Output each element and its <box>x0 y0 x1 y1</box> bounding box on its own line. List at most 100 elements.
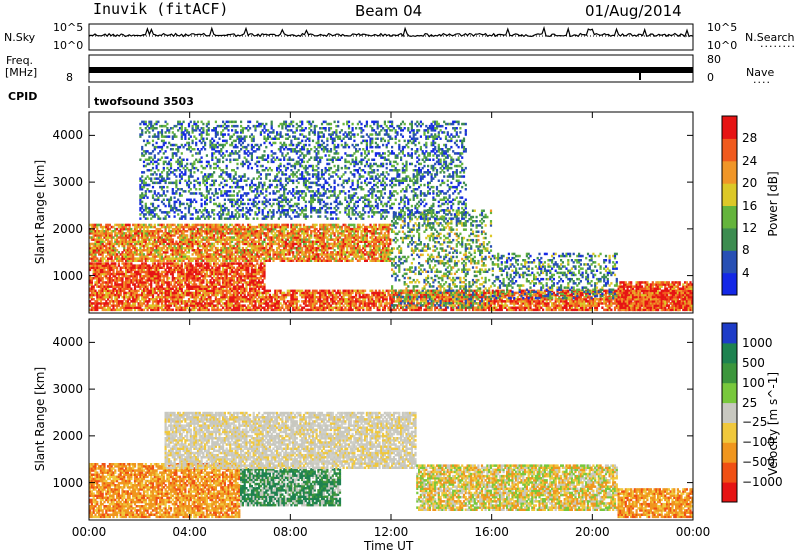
heatmap-cell <box>245 298 248 301</box>
heatmap-cell <box>218 308 221 312</box>
heatmap-cell <box>169 291 173 295</box>
heatmap-cell <box>263 300 266 303</box>
heatmap-cell <box>308 304 311 307</box>
heatmap-cell <box>301 293 304 297</box>
heatmap-cell <box>101 289 104 293</box>
heatmap-cell <box>322 293 325 297</box>
heatmap-cell <box>315 308 318 312</box>
heatmap-cell <box>94 304 97 307</box>
heatmap-cell <box>112 300 115 303</box>
heatmap-cell <box>322 302 325 305</box>
heatmap-cell <box>110 304 113 307</box>
heatmap-cell <box>191 306 194 309</box>
heatmap-cell <box>137 295 140 299</box>
heatmap-cell <box>137 293 140 297</box>
heatmap-cell <box>117 302 120 305</box>
heatmap-cell <box>160 298 164 301</box>
heatmap-cell <box>337 308 340 312</box>
heatmap-cell <box>344 302 347 305</box>
heatmap-cell <box>146 306 149 309</box>
heatmap-cell <box>292 298 295 301</box>
heatmap-cell <box>234 306 237 309</box>
heatmap-cell <box>189 302 192 305</box>
heatmap-cell <box>204 308 207 312</box>
heatmap-cell <box>232 298 235 301</box>
heatmap-cell <box>182 291 185 295</box>
heatmap-cell <box>92 308 95 312</box>
heatmap-cell <box>177 293 180 297</box>
heatmap-cell <box>284 293 288 297</box>
heatmap-cell <box>286 300 289 303</box>
heatmap-cell <box>311 289 315 293</box>
heatmap-cell <box>205 308 208 312</box>
heatmap-cell <box>225 300 228 303</box>
heatmap-cell <box>342 291 345 295</box>
heatmap-cell <box>342 298 345 301</box>
heatmap-cell <box>204 289 207 293</box>
heatmap-cell <box>301 291 304 295</box>
heatmap-cell <box>279 306 282 309</box>
heatmap-cell <box>610 304 613 307</box>
heatmap-cell <box>166 298 169 301</box>
heatmap-cell <box>128 308 131 312</box>
heatmap-cell <box>317 291 320 295</box>
heatmap-cell <box>92 302 95 305</box>
heatmap-cell <box>234 293 237 297</box>
heatmap-cell <box>232 293 235 297</box>
heatmap-cell <box>277 289 280 293</box>
heatmap-cell <box>151 298 155 301</box>
heatmap-cell <box>168 300 171 303</box>
heatmap-cell <box>166 295 169 299</box>
heatmap-cell <box>223 293 226 297</box>
heatmap-cell <box>211 300 214 303</box>
heatmap-cell <box>220 295 223 299</box>
heatmap-cell <box>227 304 230 307</box>
heatmap-cell <box>202 298 205 301</box>
heatmap-cell <box>200 306 203 309</box>
heatmap-cell <box>259 295 262 299</box>
heatmap-cell <box>213 293 216 297</box>
heatmap-cell <box>216 289 219 293</box>
heatmap-cell <box>231 298 234 301</box>
heatmap-cell <box>130 300 133 303</box>
heatmap-cell <box>254 291 257 295</box>
heatmap-cell <box>322 289 325 293</box>
heatmap-cell <box>116 302 119 305</box>
heatmap-cell <box>338 308 342 312</box>
heatmap-cell <box>337 291 340 295</box>
heatmap-cell <box>98 295 101 299</box>
heatmap-cell <box>195 289 198 293</box>
heatmap-cell <box>103 304 106 307</box>
heatmap-cell <box>198 308 201 312</box>
heatmap-cell <box>293 295 297 299</box>
heatmap-cell <box>276 306 279 309</box>
heatmap-cell <box>99 304 102 307</box>
heatmap-cell <box>346 289 349 293</box>
heatmap-cell <box>259 291 262 295</box>
heatmap-cell <box>329 308 333 312</box>
heatmap-cell <box>302 300 306 303</box>
heatmap-cell <box>302 295 306 299</box>
heatmap-cell <box>265 295 268 299</box>
heatmap-cell <box>284 302 288 305</box>
heatmap-cell <box>329 306 333 309</box>
heatmap-cell <box>110 289 113 293</box>
heatmap-cell <box>200 295 203 299</box>
heatmap-cell <box>247 306 250 309</box>
heatmap-cell <box>164 302 167 305</box>
heatmap-cell <box>338 300 342 303</box>
heatmap-cell <box>241 300 244 303</box>
heatmap-cell <box>281 306 284 309</box>
heatmap-cell <box>301 300 304 303</box>
heatmap-cell <box>263 283 266 286</box>
heatmap-cell <box>270 306 273 309</box>
heatmap-cell <box>214 300 217 303</box>
heatmap-cell <box>178 289 182 293</box>
heatmap-cell <box>112 304 115 307</box>
heatmap-cell <box>90 291 93 295</box>
heatmap-cell <box>173 298 176 301</box>
heatmap-cell <box>238 308 241 312</box>
heatmap-cell <box>159 291 162 295</box>
heatmap-cell <box>191 304 194 307</box>
heatmap-cell <box>238 295 241 299</box>
